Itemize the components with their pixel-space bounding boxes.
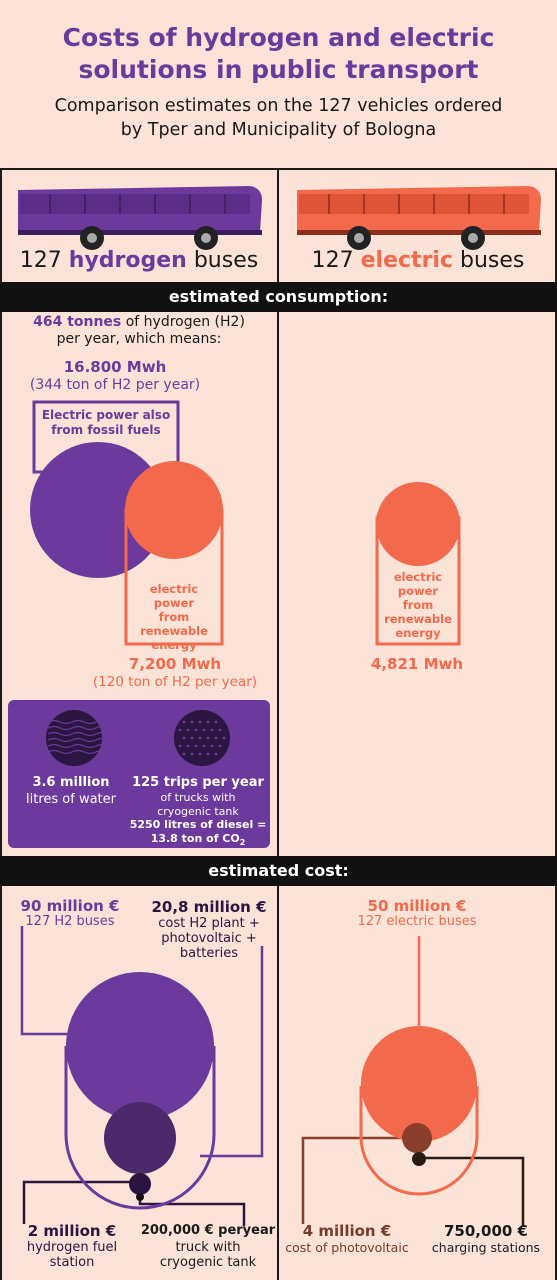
hydrogen-buses-label: 127 hydrogen buses xyxy=(19,248,259,273)
electric-buses-label: 127 electric buses xyxy=(311,248,525,273)
right-border xyxy=(555,170,557,1280)
electric-bus-icon xyxy=(297,186,541,250)
trips-text: 125 trips per year of trucks with cryoge… xyxy=(129,775,267,847)
page-subtitle: Comparison estimates on the 127 vehicles… xyxy=(54,96,503,140)
electric-renewable-circle xyxy=(376,482,460,566)
fossil-circle xyxy=(30,442,166,578)
renewable-mwh: 7,200 Mwh (120 ton of H2 per year) xyxy=(92,655,258,690)
h2-station-circle xyxy=(129,1173,151,1195)
electric-consumption-diagram xyxy=(375,482,461,646)
renewable-label: electric power from renewable energy xyxy=(140,582,208,652)
electric-buses-circle xyxy=(361,1026,477,1142)
h2-plant-cost: 20,8 million € cost H2 plant + photovolt… xyxy=(151,898,267,961)
h2-tonnes-text: 464 tonnes of hydrogen (H2) per year, wh… xyxy=(33,314,245,347)
center-divider xyxy=(277,170,279,1280)
left-border xyxy=(0,170,2,1280)
water-text: 3.6 million litres of water xyxy=(26,775,116,807)
fossil-mwh: 16.800 Mwh (344 ton of H2 per year) xyxy=(29,358,201,393)
electric-buses-cost: 50 million € 127 electric buses xyxy=(357,897,477,929)
electric-mwh: 4,821 Mwh xyxy=(370,655,464,673)
h2-station-cost: 2 million € hydrogen fuel station xyxy=(26,1222,118,1270)
photovoltaic-cost: 4 million € cost of photovoltaic xyxy=(285,1222,409,1255)
cost-bar: estimated cost: xyxy=(0,856,557,886)
hydrogen-bus-icon xyxy=(18,186,262,250)
consumption-bar: estimated consumption: xyxy=(0,282,557,312)
photovoltaic-circle xyxy=(402,1123,432,1153)
h2-truck-circle xyxy=(136,1193,144,1201)
h2-buses-circle xyxy=(66,972,214,1120)
renewable-circle xyxy=(125,461,223,559)
electric-renewable-label: electric power from renewable energy xyxy=(384,570,452,640)
h2-buses-cost: 90 million € 127 H2 buses xyxy=(20,897,120,929)
truck-trips-icon xyxy=(174,710,230,766)
h2-cost-diagram xyxy=(20,926,264,1226)
divider-line xyxy=(0,168,557,170)
h2-plant-circle xyxy=(104,1102,176,1174)
charging-circle xyxy=(412,1152,426,1166)
page-title: Costs of hydrogen and electric solutions… xyxy=(62,23,495,84)
electric-cost-diagram xyxy=(301,936,525,1226)
water-icon xyxy=(46,710,109,766)
charging-cost: 750,000 € charging stations xyxy=(431,1222,541,1255)
fossil-label: Electric power also from fossil fuels xyxy=(41,408,171,437)
consumption-diagram xyxy=(30,400,224,646)
h2-truck-cost: 200,000 € peryear truck with cryogenic t… xyxy=(140,1223,276,1270)
